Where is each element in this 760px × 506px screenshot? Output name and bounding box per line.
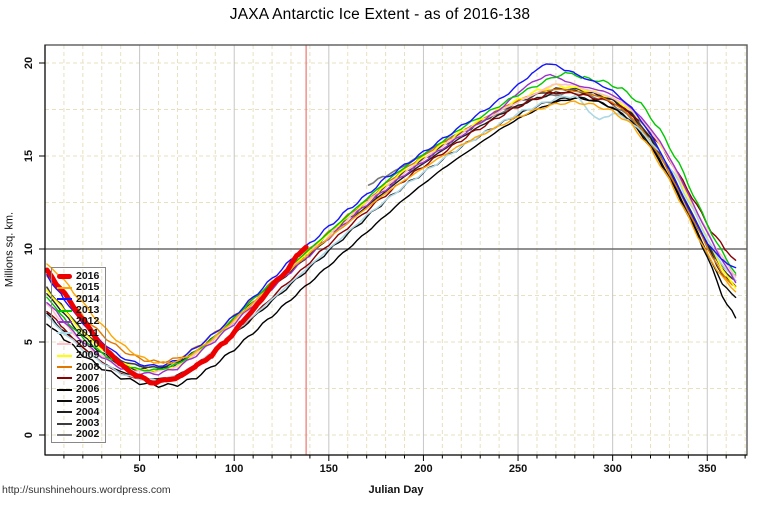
legend-swatch-2002	[57, 433, 72, 436]
legend-label: 2014	[76, 292, 100, 305]
series-line-2011	[46, 95, 737, 382]
series-line-2009	[46, 82, 737, 372]
legend-swatch-2003	[57, 422, 72, 425]
legend-item-2005: 2005	[57, 395, 105, 406]
legend-swatch-2016	[57, 274, 72, 280]
y-tick-label: 20	[23, 57, 35, 69]
legend-label: 2012	[76, 315, 100, 328]
series-line-2016	[45, 244, 309, 386]
legend-item-2011: 2011	[57, 327, 105, 338]
legend-swatch-2015	[57, 286, 72, 289]
y-tick-label: 0	[23, 432, 35, 438]
legend-item-2014: 2014	[57, 292, 105, 305]
legend-swatch-2009	[57, 354, 72, 357]
series-line-2013	[46, 71, 737, 372]
x-tick-label: 50	[133, 463, 145, 475]
legend-label: 2005	[76, 394, 100, 407]
legend-item-2016: 2016	[57, 271, 105, 282]
legend-label: 2004	[76, 405, 100, 418]
series-line-2015	[46, 100, 737, 364]
legend-item-2007: 2007	[57, 371, 105, 384]
legend-item-2010: 2010	[57, 337, 105, 350]
legend-label: 2016	[76, 270, 100, 283]
legend-swatch-2012	[57, 320, 72, 323]
series-line-2006	[46, 97, 737, 388]
x-tick-label: 200	[414, 463, 432, 475]
y-tick-label: 5	[23, 339, 35, 345]
legend-item-2012: 2012	[57, 316, 105, 327]
legend-item-2003: 2003	[57, 418, 105, 429]
legend-box: 2016 2015 2014 2013 2012 2011 2010 2009 2008 2007…	[51, 267, 106, 444]
x-tick-label: 300	[603, 463, 621, 475]
legend-item-2004: 2004	[57, 405, 105, 418]
plot-border	[44, 44, 748, 456]
legend-item-2002: 2002	[57, 429, 105, 440]
legend-label: 2006	[76, 383, 100, 396]
legend-swatch-2011	[57, 332, 72, 335]
legend-label: 2015	[76, 281, 100, 294]
chart-title: JAXA Antarctic Ice Extent - as of 2016-1…	[229, 6, 531, 23]
legend-item-2008: 2008	[57, 361, 105, 372]
series-line-2012	[46, 73, 737, 376]
x-axis-label: Julian Day	[368, 484, 424, 496]
legend-swatch-2006	[57, 388, 72, 391]
y-axis-label: Millions sq. km.	[3, 211, 16, 288]
series-line-2014	[46, 63, 737, 367]
series-line-2007	[46, 91, 737, 383]
legend-label: 2013	[76, 304, 100, 317]
legend-label: 2009	[76, 349, 100, 362]
series-line-2004	[46, 89, 737, 373]
x-tick-label: 250	[509, 463, 527, 475]
series-line-2003	[46, 87, 737, 369]
y-tick-label: 15	[23, 150, 35, 162]
legend-item-2013: 2013	[57, 305, 105, 316]
x-tick-label: 100	[225, 463, 243, 475]
legend-swatch-2013	[57, 309, 72, 312]
legend-swatch-2005	[57, 399, 72, 402]
x-tick-label: 350	[698, 463, 716, 475]
series-group	[45, 63, 737, 388]
legend-item-2009: 2009	[57, 350, 105, 361]
legend-label: 2003	[76, 417, 100, 429]
legend-swatch-2004	[57, 411, 72, 414]
legend-swatch-2008	[57, 366, 72, 369]
legend-item-2015: 2015	[57, 282, 105, 293]
legend-swatch-2014	[57, 298, 72, 301]
y-tick-label: 10	[23, 243, 35, 255]
series-line-2010	[46, 83, 737, 374]
legend-item-2006: 2006	[57, 384, 105, 395]
source-url: http://sunshinehours.wordpress.com	[2, 484, 171, 496]
legend-swatch-2007	[57, 377, 72, 380]
legend-label: 2002	[76, 428, 100, 441]
series-line-2008	[46, 88, 737, 364]
legend-label: 2008	[76, 360, 100, 373]
legend-label: 2010	[76, 337, 100, 350]
legend-label: 2011	[76, 326, 99, 339]
series-line-2005	[46, 96, 737, 380]
x-tick-label: 150	[320, 463, 338, 475]
legend-label: 2007	[76, 371, 100, 384]
legend-swatch-2010	[57, 343, 72, 346]
